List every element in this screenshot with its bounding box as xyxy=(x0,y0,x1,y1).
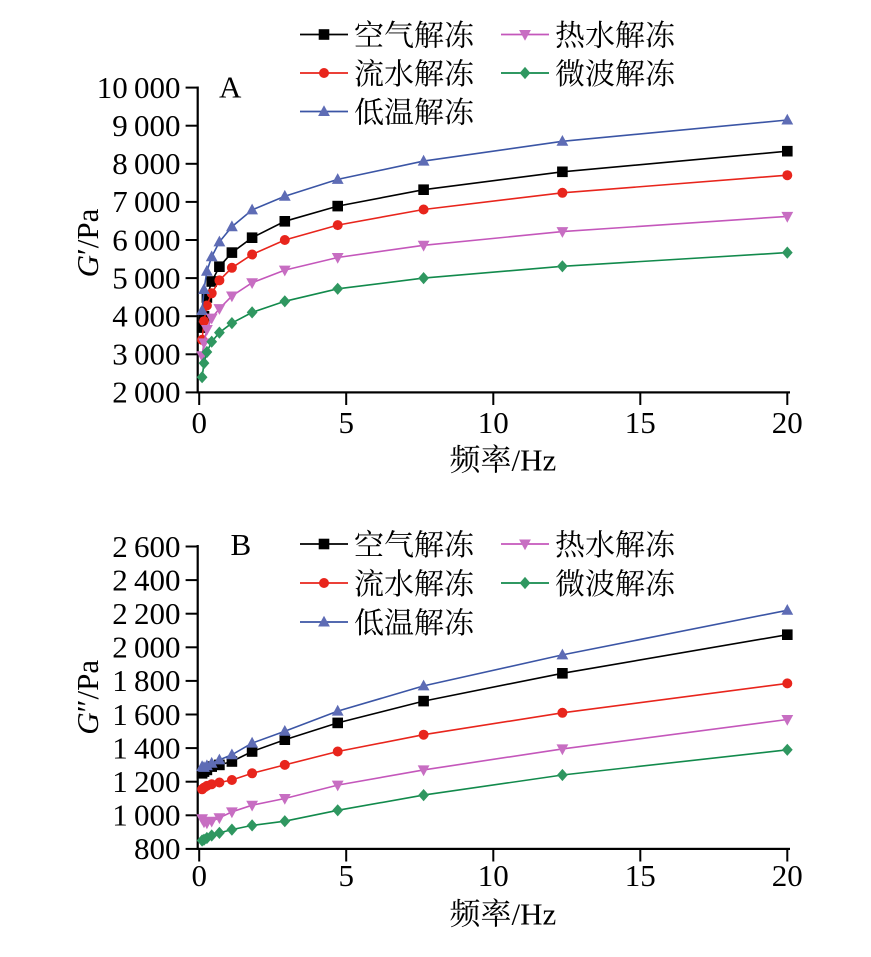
svg-text:3 000: 3 000 xyxy=(112,337,180,372)
svg-text:0: 0 xyxy=(191,858,207,893)
svg-text:7 000: 7 000 xyxy=(112,184,180,219)
svg-text:/Hz: /Hz xyxy=(512,443,557,478)
svg-text:20: 20 xyxy=(772,858,803,893)
svg-text:2 000: 2 000 xyxy=(112,375,180,410)
svg-text:6 000: 6 000 xyxy=(112,222,180,257)
svg-text:B: B xyxy=(231,527,252,562)
svg-text:0: 0 xyxy=(191,405,207,440)
svg-text:5 000: 5 000 xyxy=(112,260,180,295)
svg-text:1 400: 1 400 xyxy=(112,730,180,765)
svg-text:1 800: 1 800 xyxy=(112,663,180,698)
svg-text:8 000: 8 000 xyxy=(112,146,180,181)
svg-text:15: 15 xyxy=(625,858,656,893)
svg-text:800: 800 xyxy=(134,831,181,866)
svg-text:20: 20 xyxy=(772,405,803,440)
svg-text:G″/Pa: G″/Pa xyxy=(70,660,105,735)
svg-text:1 600: 1 600 xyxy=(112,697,180,732)
svg-text:2 000: 2 000 xyxy=(112,630,180,665)
svg-text:15: 15 xyxy=(625,405,656,440)
svg-text:2 400: 2 400 xyxy=(112,562,180,597)
svg-text:10 000: 10 000 xyxy=(97,70,181,105)
svg-text:10: 10 xyxy=(478,858,509,893)
svg-text:1 000: 1 000 xyxy=(112,798,180,833)
svg-text:/Hz: /Hz xyxy=(512,897,557,932)
svg-text:9 000: 9 000 xyxy=(112,108,180,143)
svg-text:2 600: 2 600 xyxy=(112,529,180,564)
svg-text:5: 5 xyxy=(338,405,354,440)
svg-text:5: 5 xyxy=(338,858,354,893)
svg-text:4 000: 4 000 xyxy=(112,299,180,334)
svg-text:10: 10 xyxy=(478,405,509,440)
svg-text:G′/Pa: G′/Pa xyxy=(70,208,105,277)
svg-text:2 200: 2 200 xyxy=(112,596,180,631)
svg-text:1 200: 1 200 xyxy=(112,764,180,799)
svg-text:A: A xyxy=(219,70,242,105)
